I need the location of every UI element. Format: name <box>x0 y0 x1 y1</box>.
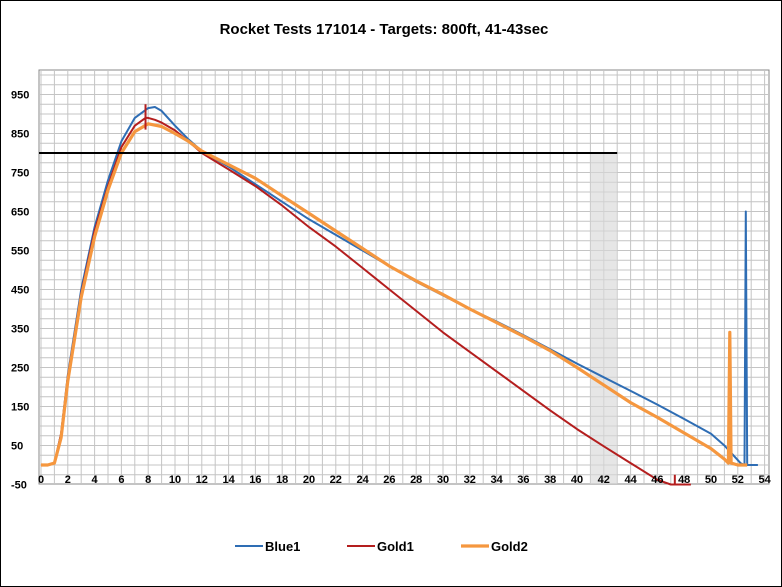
legend-label-blue1: Blue1 <box>265 539 300 554</box>
y-tick-label: 450 <box>11 285 29 297</box>
x-tick-label: 34 <box>490 474 503 486</box>
x-tick-label: 46 <box>651 474 663 486</box>
series-line-gold2 <box>41 122 748 467</box>
x-tick-label: 24 <box>356 474 369 486</box>
y-tick-label: 950 <box>11 90 29 102</box>
x-tick-label: 4 <box>92 474 99 486</box>
x-tick-label: 48 <box>678 474 690 486</box>
x-tick-label: 38 <box>544 474 556 486</box>
x-axis-ticks: 0 2 4 6 8 10 12 14 16 18 20 22 24 26 28 30 32 34 36 38 40 42 4… <box>38 474 772 486</box>
x-tick-label: 18 <box>276 474 288 486</box>
x-tick-label: 12 <box>196 474 208 486</box>
y-tick-label: 650 <box>11 207 29 219</box>
y-tick-label: 50 <box>11 441 23 453</box>
y-axis-ticks: -50 50 150 250 350 450 550 650 750 850 950 <box>11 90 29 492</box>
x-tick-label: 10 <box>169 474 181 486</box>
x-tick-label: 2 <box>65 474 71 486</box>
y-tick-label: 850 <box>11 129 29 141</box>
x-tick-label: 54 <box>758 474 771 486</box>
y-tick-label: 550 <box>11 246 29 258</box>
x-tick-label: 40 <box>571 474 583 486</box>
legend-label-gold1: Gold1 <box>377 539 414 554</box>
x-tick-label: 36 <box>517 474 529 486</box>
x-tick-label: 20 <box>303 474 315 486</box>
x-tick-label: 50 <box>705 474 717 486</box>
y-tick-label: 150 <box>11 402 29 414</box>
chart-title: Rocket Tests 171014 - Targets: 800ft, 41… <box>220 21 549 38</box>
legend-label-gold2: Gold2 <box>491 539 528 554</box>
x-tick-label: 52 <box>732 474 744 486</box>
y-tick-label: -50 <box>11 480 27 492</box>
plot-area <box>38 69 770 485</box>
y-tick-label: 750 <box>11 168 29 180</box>
x-tick-label: 30 <box>437 474 449 486</box>
x-tick-label: 0 <box>38 474 44 486</box>
x-tick-label: 42 <box>598 474 610 486</box>
x-tick-label: 22 <box>330 474 342 486</box>
x-tick-label: 44 <box>624 474 637 486</box>
grid <box>39 70 769 484</box>
x-tick-label: 8 <box>145 474 151 486</box>
x-tick-label: 32 <box>464 474 476 486</box>
x-tick-label: 26 <box>383 474 395 486</box>
x-tick-label: 14 <box>222 474 235 486</box>
series-layer <box>41 104 758 486</box>
x-tick-label: 16 <box>249 474 261 486</box>
y-tick-label: 250 <box>11 363 29 375</box>
x-tick-label: 28 <box>410 474 422 486</box>
legend: Blue1 Gold1 Gold2 <box>235 539 528 554</box>
series-line-blue1 <box>41 106 758 466</box>
target-window <box>590 153 618 484</box>
x-tick-label: 6 <box>118 474 124 486</box>
target-time-window <box>590 153 618 484</box>
y-tick-label: 350 <box>11 324 29 336</box>
